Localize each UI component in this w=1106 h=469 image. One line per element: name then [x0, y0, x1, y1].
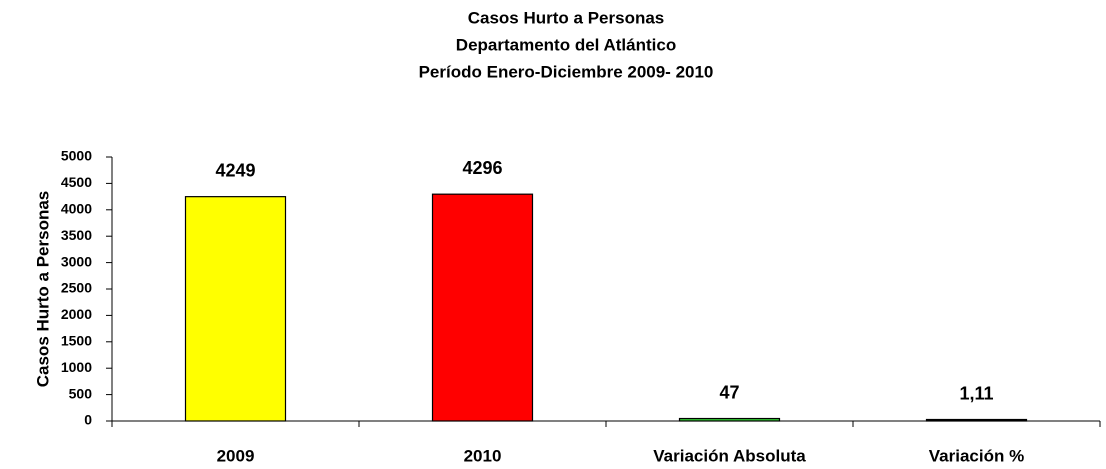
y-tick-label: 3500: [61, 227, 92, 243]
y-tick-label: 4000: [61, 201, 92, 217]
y-tick-label: 3000: [61, 253, 92, 269]
chart-title: Período Enero-Diciembre 2009- 2010: [419, 62, 714, 81]
data-label: 4296: [462, 158, 502, 178]
x-tick-label: 2009: [217, 446, 255, 465]
y-tick-label: 2500: [61, 280, 92, 296]
bar: [925, 418, 1028, 422]
chart-title: Casos Hurto a Personas: [468, 8, 665, 27]
y-axis-label: Casos Hurto a Personas: [33, 191, 52, 388]
data-label: 4249: [215, 160, 255, 180]
y-tick-label: 5000: [61, 148, 92, 164]
data-label: 47: [719, 382, 739, 402]
bar: [431, 193, 534, 422]
y-tick-label: 1000: [61, 359, 92, 375]
y-tick-label: 1500: [61, 333, 92, 349]
chart-title: Departamento del Atlántico: [456, 35, 676, 54]
y-tick-label: 0: [84, 412, 92, 428]
x-tick-label: 2010: [464, 446, 502, 465]
bar: [184, 196, 287, 422]
bar: [678, 417, 781, 422]
y-tick-label: 2000: [61, 306, 92, 322]
y-tick-label: 4500: [61, 174, 92, 190]
y-tick-label: 500: [69, 385, 93, 401]
data-label: 1,11: [959, 383, 993, 403]
x-tick-label: Variación Absoluta: [653, 446, 806, 465]
x-tick-label: Variación %: [929, 446, 1024, 465]
